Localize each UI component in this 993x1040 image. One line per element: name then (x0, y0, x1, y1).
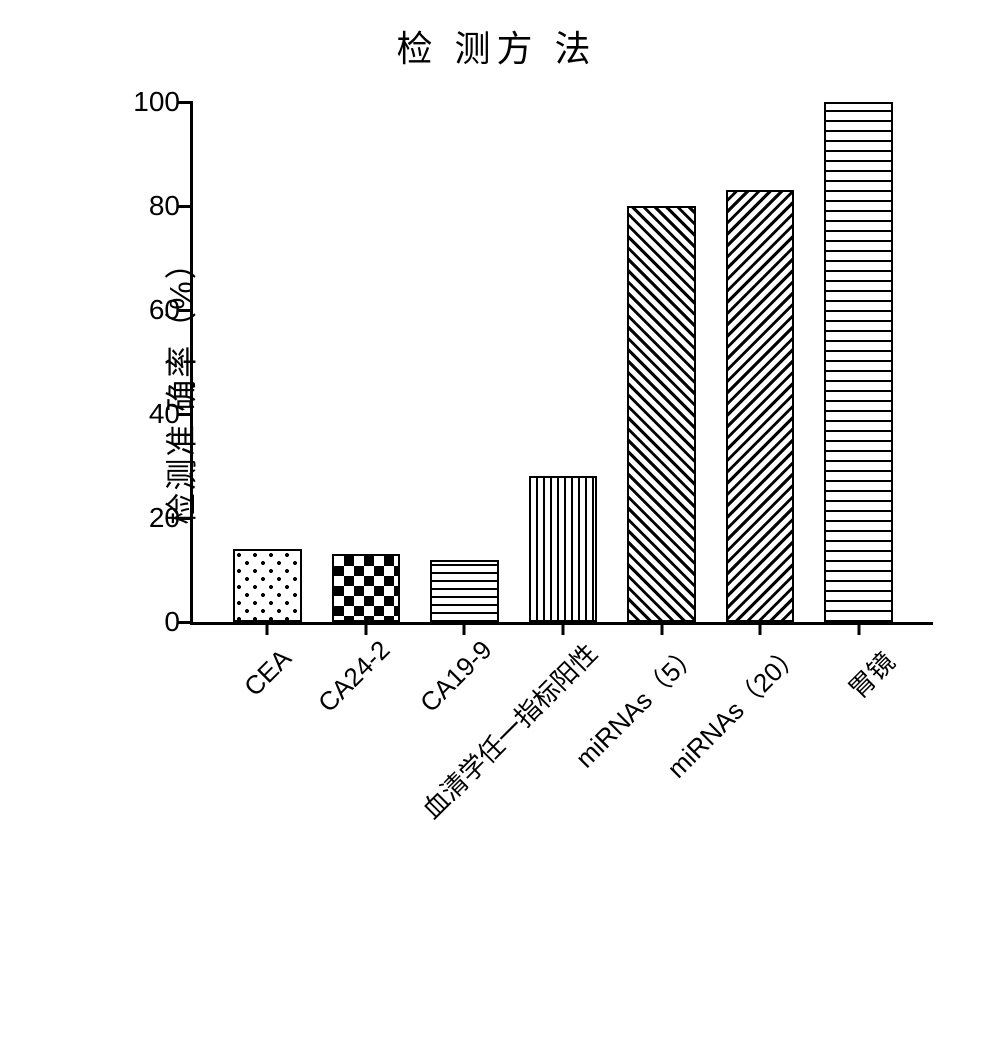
x-tick-label: CA24-2 (323, 634, 400, 711)
y-tick (178, 309, 193, 312)
plot-area (190, 102, 933, 625)
bar (430, 560, 499, 622)
bar (233, 549, 302, 622)
plot-container: 检测准 确率（%） CEACA24-2CA19-9血清学任一指标阳性miRNAs… (140, 102, 940, 662)
chart-title: 检 测方 法 (20, 20, 973, 72)
x-labels-row: CEACA24-2CA19-9血清学任一指标阳性miRNAs（5）miRNAs（… (190, 637, 930, 674)
y-tick-label: 100 (120, 86, 180, 118)
x-tick (857, 620, 860, 635)
y-tick-label: 20 (120, 502, 180, 534)
y-tick-label: 0 (120, 606, 180, 638)
x-tick-label: miRNAs（5） (629, 634, 706, 711)
y-tick (178, 517, 193, 520)
bar (332, 554, 401, 622)
x-tick-label: 胃镜 (833, 643, 902, 712)
bar (726, 190, 795, 622)
x-tick-label: miRNAs（20） (731, 634, 808, 711)
x-tick-label: CEA (233, 643, 302, 712)
y-tick-label: 40 (120, 398, 180, 430)
x-tick (266, 620, 269, 635)
y-tick (178, 621, 193, 624)
y-tick (178, 205, 193, 208)
x-tick (364, 620, 367, 635)
bar (627, 206, 696, 622)
y-tick-label: 80 (120, 190, 180, 222)
bar (824, 102, 893, 622)
y-tick-label: 60 (120, 294, 180, 326)
chart-container: 检 测方 法 检测准 确率（%） CEACA24-2CA19-9血清学任一指标阳… (20, 20, 973, 1020)
x-tick-label: 血清学任一指标阳性 (527, 634, 604, 711)
x-tick (562, 620, 565, 635)
bar (529, 476, 598, 622)
y-tick (178, 101, 193, 104)
bars-row (193, 102, 933, 622)
x-tick (463, 620, 466, 635)
x-tick (660, 620, 663, 635)
x-tick (759, 620, 762, 635)
x-tick-label: CA19-9 (425, 634, 502, 711)
y-tick (178, 413, 193, 416)
